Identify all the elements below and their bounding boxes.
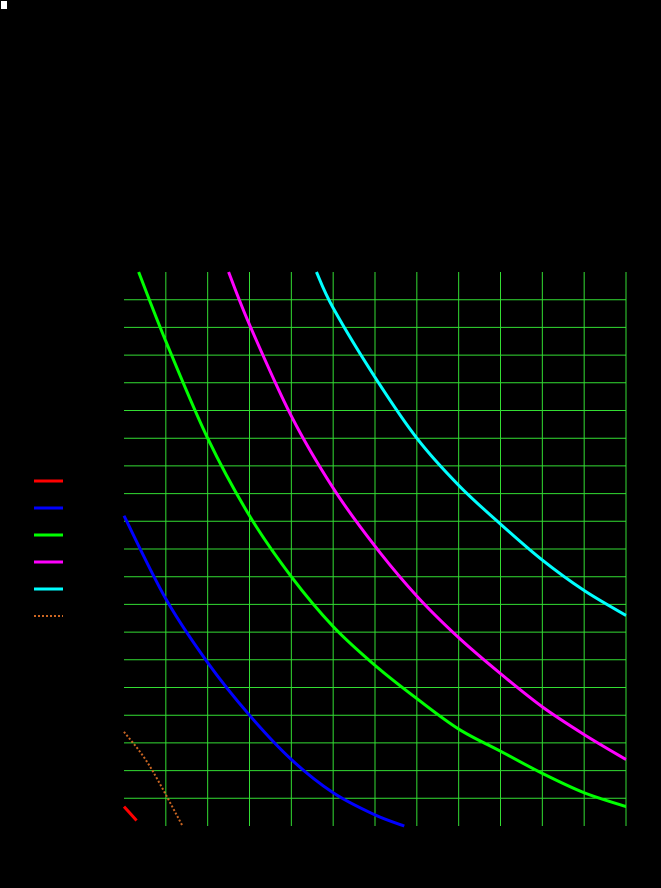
legend [34, 479, 63, 617]
series-line-3 [137, 271, 627, 809]
window-corner-marker [1, 1, 7, 9]
series-line-2 [122, 515, 405, 828]
series-line-4 [227, 271, 627, 761]
series-line-5 [315, 271, 627, 617]
series-line-1 [122, 805, 138, 822]
series-line-6 [123, 731, 184, 827]
grid [124, 272, 627, 826]
plot-area [122, 271, 627, 828]
